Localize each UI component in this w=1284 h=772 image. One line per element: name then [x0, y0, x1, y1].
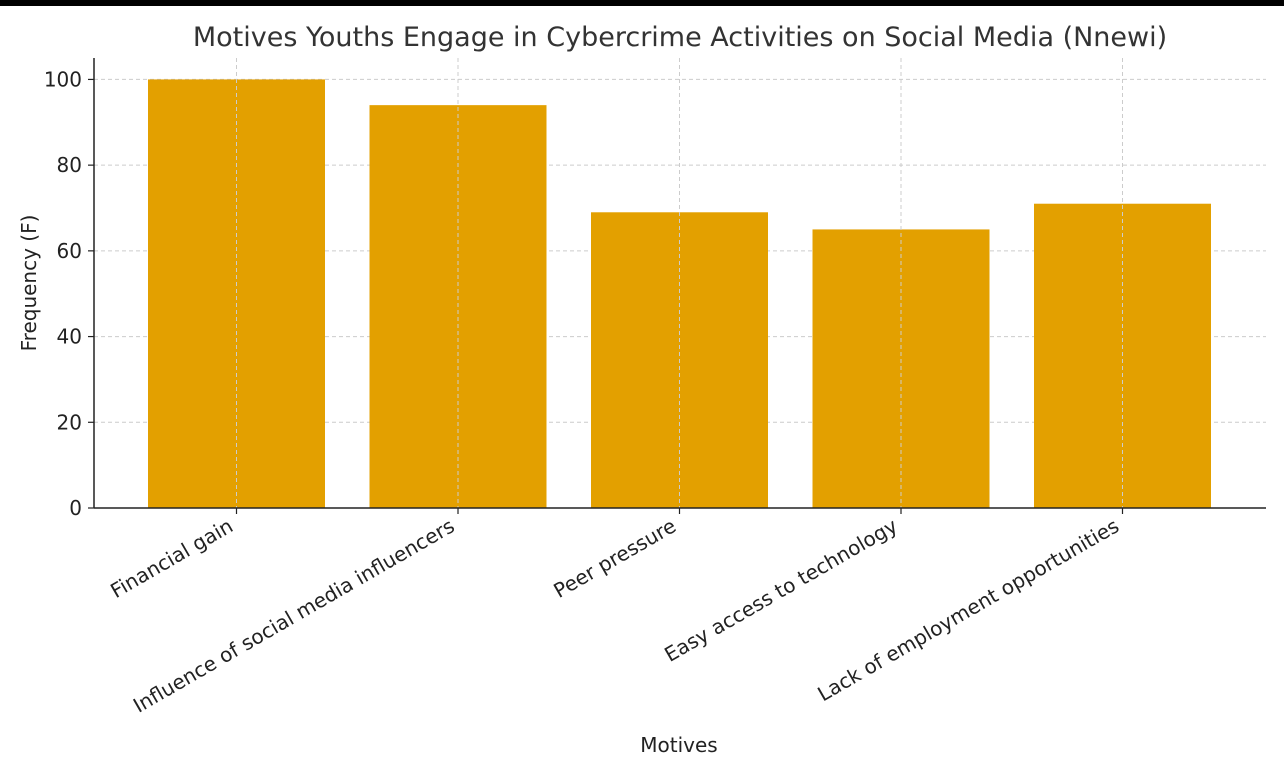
x-tick-label: Peer pressure: [549, 514, 680, 603]
x-tick-label: Financial gain: [106, 514, 237, 603]
y-axis-ticks: 0 20 40 60 80 100: [44, 67, 94, 520]
top-border: [0, 0, 1284, 6]
y-tick-label: 0: [69, 496, 82, 520]
y-tick-label: 40: [57, 325, 82, 349]
y-tick-label: 20: [57, 410, 82, 434]
y-tick-label: 100: [44, 67, 82, 91]
x-tick-label: Easy access to technology: [660, 513, 901, 666]
y-axis-label: Frequency (F): [17, 215, 41, 352]
y-tick-label: 80: [57, 153, 82, 177]
x-axis-label: Motives: [640, 733, 717, 757]
bars: [148, 58, 1211, 509]
y-tick-label: 60: [57, 239, 82, 263]
chart-title: Motives Youths Engage in Cybercrime Acti…: [193, 22, 1167, 53]
